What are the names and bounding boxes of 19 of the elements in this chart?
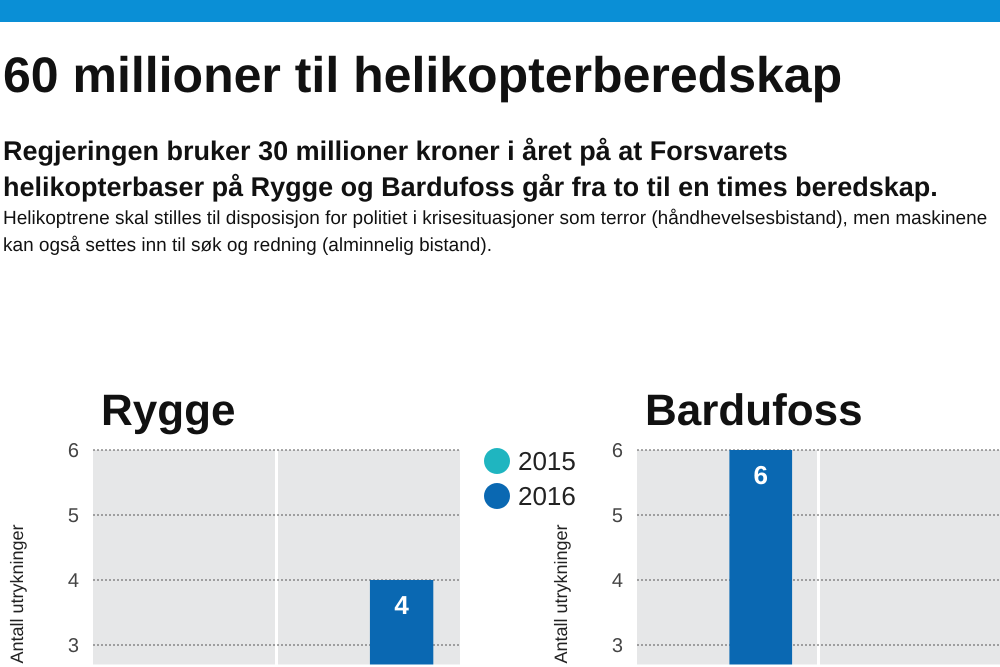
y-tick-label: 6	[68, 440, 79, 462]
y-tick-label: 5	[612, 505, 623, 527]
data-label: 4	[394, 590, 410, 620]
y-axis-title: Antall utrykninger	[551, 524, 571, 664]
text: Helikoptrene skal stilles til disposisjon for politiet i krisesituasjoner som terror (håndhevelsesbistand), men maskinene kan også settes inn til søk og redning (alminnelig bistand).	[3, 208, 988, 256]
chart-title: Bardufoss	[645, 386, 863, 435]
legend-label: 2015	[518, 446, 576, 476]
y-tick-label: 3	[68, 635, 79, 657]
legend-label: 2016	[518, 481, 576, 512]
chart-title: Rygge	[101, 386, 236, 435]
y-tick-label: 4	[612, 570, 623, 592]
y-tick-label: 5	[68, 505, 79, 527]
y-tick-label: 6	[612, 440, 623, 462]
text: Regjeringen bruker 30 millioner kroner i året på at Forsvarets helikopterbaser på Rygge og Bardufoss går fra to til en times beredskap.	[3, 136, 938, 202]
data-label: 6	[754, 460, 768, 490]
y-tick-label: 3	[612, 635, 623, 657]
text: 60 millioner til helikopterberedskap	[3, 47, 842, 103]
y-tick-label: 4	[68, 570, 79, 592]
y-axis-title: Antall utrykninger	[7, 524, 27, 664]
